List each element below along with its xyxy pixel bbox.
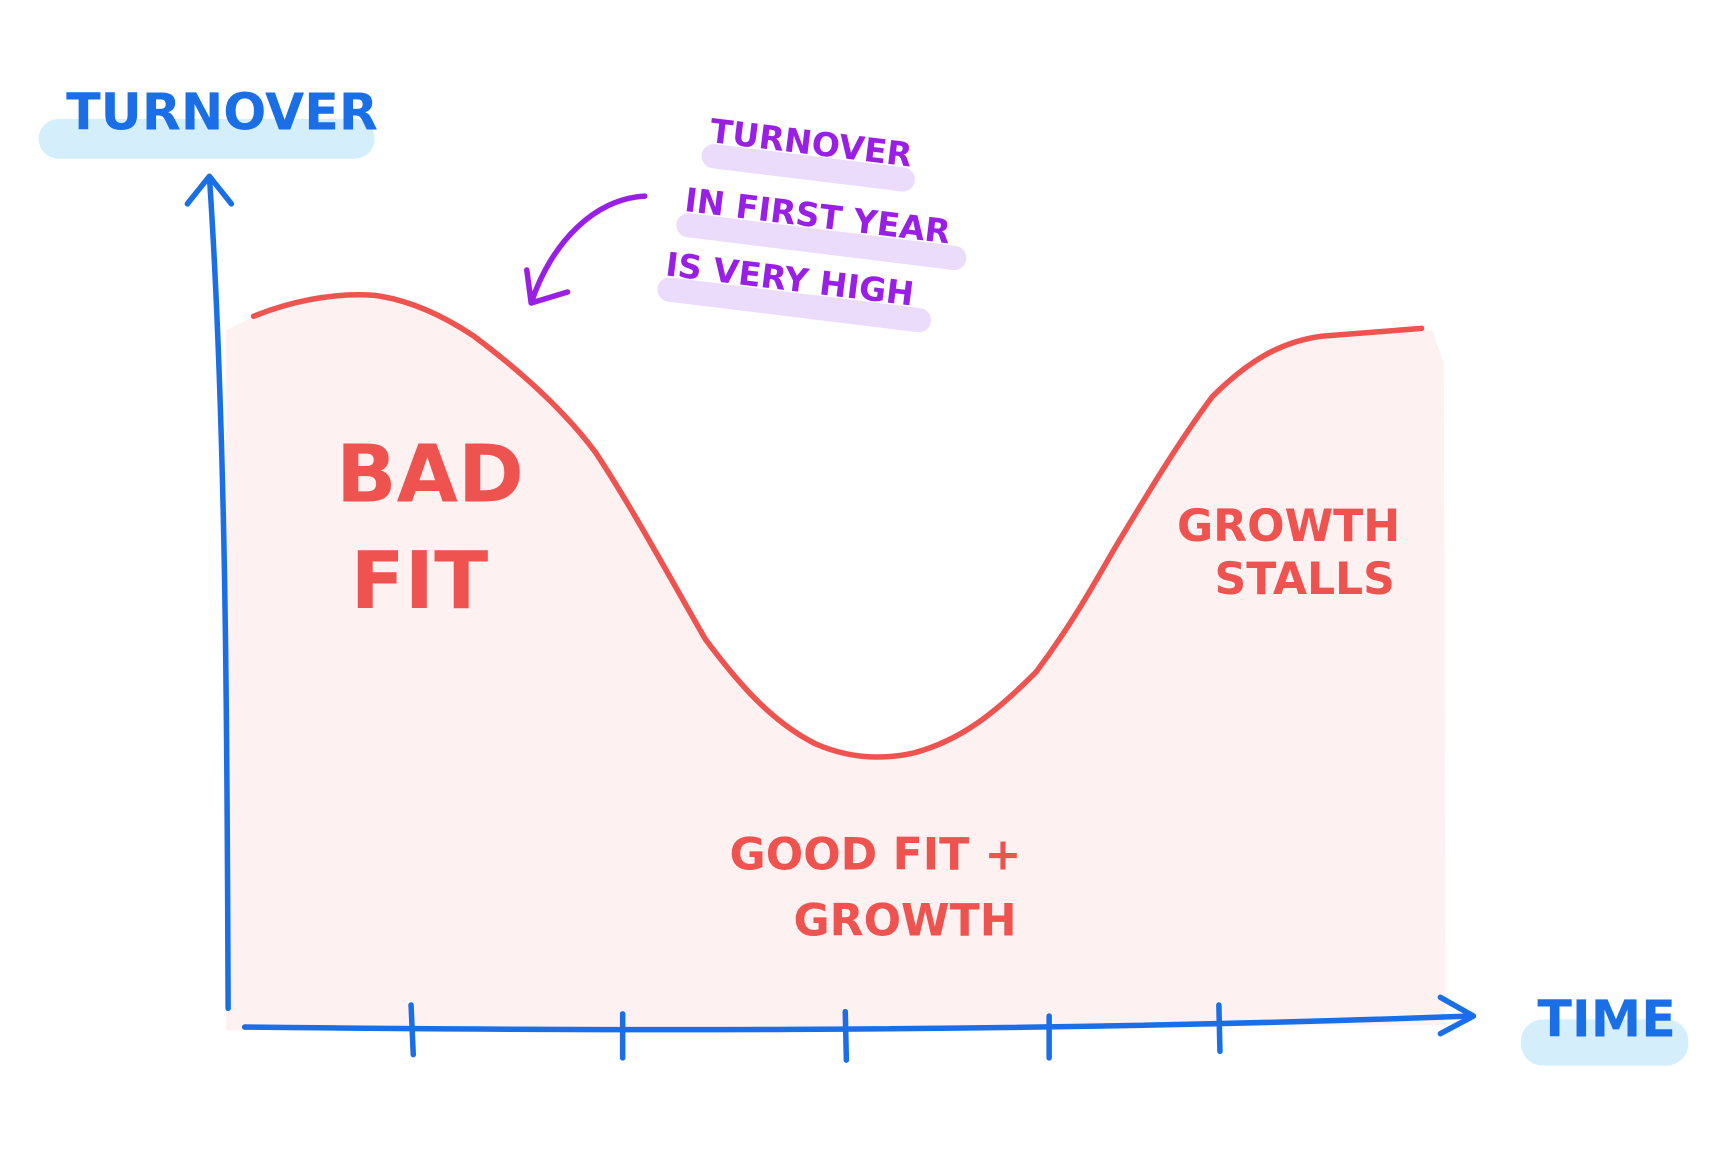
y-axis (206, 173, 231, 1012)
annotation-highlight (657, 277, 932, 333)
axes (184, 173, 1477, 1063)
y-arrow-head (184, 173, 235, 207)
region-label: GROWTH (793, 895, 1016, 946)
region-label: FIT (350, 534, 488, 627)
x-axis-label: TIME (1537, 990, 1676, 1049)
annotation-highlight (701, 144, 915, 192)
region-label: GROWTH (1177, 501, 1400, 552)
annotation-arrow (524, 193, 648, 306)
x-arrow-head (1437, 994, 1477, 1037)
label-highlight (38, 119, 375, 159)
annotation-highlight (676, 213, 967, 271)
x-tick (1216, 1002, 1223, 1055)
annotation: TURNOVER IN FIRST YEAR IS VERY HIGH (657, 111, 967, 333)
x-tick (842, 1008, 850, 1063)
area-fill (225, 294, 1446, 1031)
y-axis-label: TURNOVER (66, 83, 378, 142)
region-label: BAD (336, 427, 524, 520)
region-label: STALLS (1214, 554, 1394, 605)
x-axis (241, 1013, 1474, 1033)
turnover-curve (250, 292, 1425, 760)
label-highlight (1520, 1019, 1689, 1066)
x-tick (408, 1002, 417, 1058)
region-label: GOOD FIT + (730, 829, 1022, 880)
